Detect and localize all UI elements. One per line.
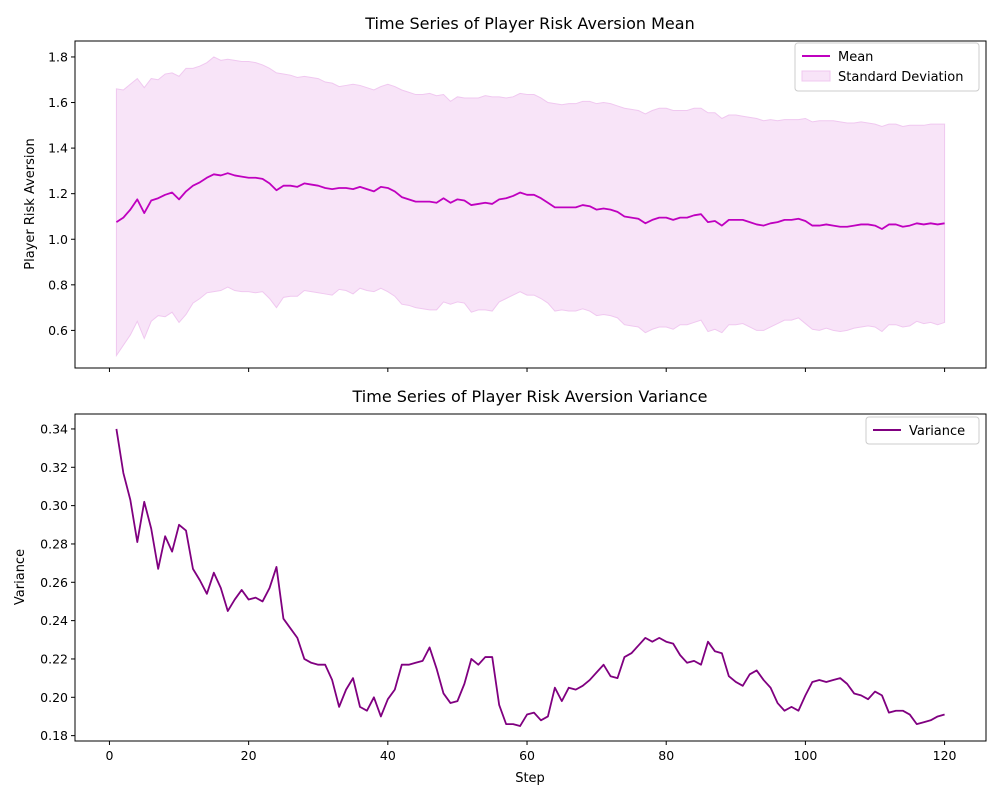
variance-chart-y-tick-label: 0.32 <box>40 460 68 475</box>
mean-chart-frame <box>74 40 987 369</box>
variance-chart-y-tick-label: 0.28 <box>40 536 68 551</box>
mean-chart-y-tick-label: 1.0 <box>48 232 68 247</box>
variance-chart-y-axis-label: Variance <box>13 549 28 605</box>
mean-chart-y-tick-label: 1.8 <box>48 49 68 64</box>
variance-chart-x-tick-label: 100 <box>793 748 817 763</box>
variance-chart-x-tick-label: 60 <box>519 748 535 763</box>
variance-chart-x-tick-label: 0 <box>105 748 113 763</box>
mean-chart-y-tick-label: 1.2 <box>48 186 68 201</box>
mean-chart-plot-area: 0.6 0.8 1.0 1.2 1.4 1.6 1.8 <box>48 40 987 372</box>
variance-chart-x-tick-label: 40 <box>380 748 396 763</box>
mean-chart-y-tick-label: 0.6 <box>48 323 68 338</box>
variance-chart-x-tick-label: 20 <box>241 748 257 763</box>
mean-chart-legend-box <box>794 42 980 92</box>
variance-chart-y-tick-label: 0.20 <box>40 690 68 705</box>
variance-chart-y-tick-label: 0.18 <box>40 728 68 743</box>
mean-legend-label: Mean <box>838 50 873 65</box>
variance-chart-y-tick-label: 0.22 <box>40 651 68 666</box>
std-band <box>115 56 946 358</box>
variance-chart: Time Series of Player Risk Aversion Vari… <box>13 387 987 786</box>
variance-chart-plot-area: 0 20 40 60 80 100 120 0.18 0.20 0.22 0.24 0.26 0.28 0… <box>40 413 987 763</box>
mean-chart-legend: Mean Standard Deviation <box>794 42 980 92</box>
mean-chart: Time Series of Player Risk Aversion Mean… <box>23 14 987 372</box>
mean-chart-y-axis-label: Player Risk Aversion <box>23 138 38 269</box>
variance-chart-x-tick-label: 120 <box>933 748 957 763</box>
variance-line <box>115 428 945 727</box>
mean-chart-title: Time Series of Player Risk Aversion Mean <box>364 14 694 33</box>
variance-chart-legend-box <box>865 416 980 445</box>
variance-legend-label: Variance <box>909 424 965 439</box>
variance-chart-y-tick-label: 0.30 <box>40 498 68 513</box>
variance-chart-y-tick-label: 0.34 <box>40 421 68 436</box>
variance-chart-title: Time Series of Player Risk Aversion Vari… <box>352 387 708 406</box>
mean-chart-y-tick-label: 1.4 <box>48 141 68 156</box>
variance-chart-x-tick-label: 80 <box>658 748 674 763</box>
variance-chart-y-tick-label: 0.26 <box>40 575 68 590</box>
mean-chart-y-tick-label: 1.6 <box>48 95 68 110</box>
variance-chart-y-tick-label: 0.24 <box>40 613 68 628</box>
variance-chart-x-axis-label: Step <box>515 771 545 786</box>
variance-chart-frame <box>74 413 987 742</box>
mean-chart-y-tick-label: 0.8 <box>48 277 68 292</box>
variance-chart-legend: Variance <box>865 416 980 445</box>
std-legend-patch-swatch <box>801 70 831 82</box>
mean-line <box>115 172 945 230</box>
std-legend-label: Standard Deviation <box>838 70 963 85</box>
